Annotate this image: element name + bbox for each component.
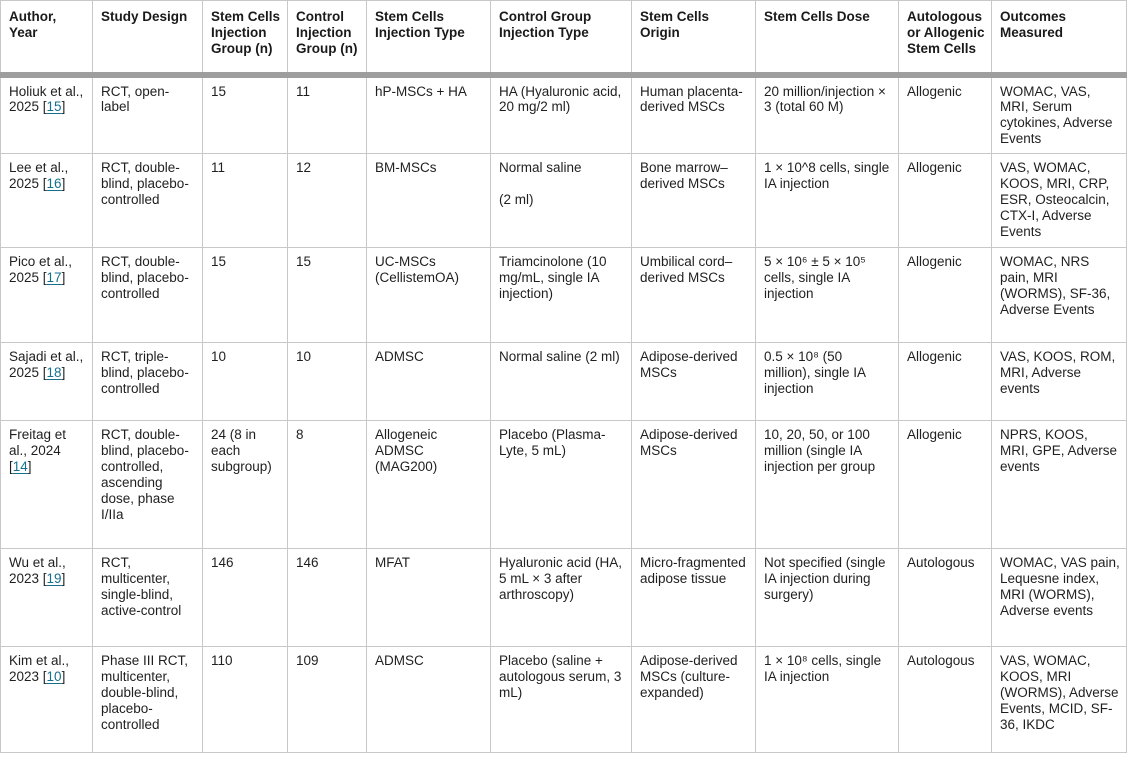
stem-type-cell: hP-MSCs + HA (366, 73, 491, 155)
column-header: Stem Cells Origin (631, 0, 756, 78)
autologous-cell: Allogenic (898, 420, 992, 550)
citation-link[interactable]: 19 (46, 571, 62, 587)
control-type-cell: Triamcinolone (10 mg/mL, single IA injec… (490, 247, 632, 344)
outcomes-cell: WOMAC, VAS, MRI, Serum cytokines, Advers… (991, 73, 1127, 155)
stem-type-cell: MFAT (366, 548, 491, 648)
stem-type-cell: UC-MSCs (CellistemOA) (366, 247, 491, 344)
table-row: Holiuk et al., 2025 [15] RCT, open-label 1… (0, 73, 1127, 155)
stem-n-cell: 146 (202, 548, 288, 648)
autologous-cell: Autologous (898, 548, 992, 648)
citation-link[interactable]: 10 (46, 669, 62, 685)
control-type-cell: Normal saline (2 ml) (490, 342, 632, 422)
column-header: Control Group Injection Type (490, 0, 632, 78)
outcomes-cell: VAS, KOOS, ROM, MRI, Adverse events (991, 342, 1127, 422)
stem-n-cell: 110 (202, 646, 288, 754)
table-row: Pico et al., 2025 [17] RCT, double-blind,… (0, 247, 1127, 344)
header-row: Author, Year Study Design Stem Cells Injec… (0, 0, 1127, 78)
origin-cell: Micro-fragmented adipose tissue (631, 548, 756, 648)
stem-n-cell: 10 (202, 342, 288, 422)
stem-n-cell: 24 (8 in each subgroup) (202, 420, 288, 550)
stem-type-cell: Allogeneic ADMSC (MAG200) (366, 420, 491, 550)
stem-n-cell: 15 (202, 73, 288, 155)
control-n-cell: 12 (287, 153, 367, 249)
outcomes-cell: NPRS, KOOS, MRI, GPE, Adverse events (991, 420, 1127, 550)
dose-cell: 0.5 × 10⁸ (50 million), single IA inject… (755, 342, 899, 422)
autologous-cell: Allogenic (898, 73, 992, 155)
control-type-cell: Normal saline (2 ml) (490, 153, 632, 249)
study-design-cell: RCT, double-blind, placebo-controlled (92, 153, 203, 249)
control-n-cell: 11 (287, 73, 367, 155)
citation-link[interactable]: 17 (46, 270, 62, 286)
control-type-cell: Placebo (Plasma-Lyte, 5 mL) (490, 420, 632, 550)
outcomes-cell: WOMAC, VAS pain, Lequesne index, MRI (WO… (991, 548, 1127, 648)
dose-cell: 1 × 10^8 cells, single IA injection (755, 153, 899, 249)
citation-link[interactable]: 18 (46, 365, 62, 381)
study-design-cell: RCT, open-label (92, 73, 203, 155)
stem-n-cell: 11 (202, 153, 288, 249)
origin-cell: Adipose-derived MSCs (culture-expanded) (631, 646, 756, 754)
column-header: Autologous or Allogenic Stem Cells (898, 0, 992, 78)
column-header: Outcomes Measured (991, 0, 1127, 78)
table-body: Holiuk et al., 2025 [15] RCT, open-label 1… (0, 73, 1127, 754)
stem-type-cell: BM-MSCs (366, 153, 491, 249)
dose-cell: Not specified (single IA injection durin… (755, 548, 899, 648)
control-type-cell: Hyaluronic acid (HA, 5 mL × 3 after arth… (490, 548, 632, 648)
table-row: Freitag et al., 2024 [14] RCT, double-bli… (0, 420, 1127, 550)
origin-cell: Human placenta-derived MSCs (631, 73, 756, 155)
autologous-cell: Allogenic (898, 153, 992, 249)
outcomes-cell: VAS, WOMAC, KOOS, MRI (WORMS), Adverse E… (991, 646, 1127, 754)
citation-link[interactable]: 16 (46, 176, 62, 192)
author-cell: Lee et al., 2025 [16] (0, 153, 93, 249)
origin-cell: Adipose-derived MSCs (631, 342, 756, 422)
origin-cell: Bone marrow–derived MSCs (631, 153, 756, 249)
table-row: Sajadi et al., 2025 [18] RCT, triple-blin… (0, 342, 1127, 422)
origin-cell: Adipose-derived MSCs (631, 420, 756, 550)
control-n-cell: 146 (287, 548, 367, 648)
control-type-cell: Placebo (saline + autologous serum, 3 mL… (490, 646, 632, 754)
table-header: Author, Year Study Design Stem Cells Injec… (0, 0, 1127, 78)
stem-n-cell: 15 (202, 247, 288, 344)
stem-type-cell: ADMSC (366, 646, 491, 754)
control-n-cell: 109 (287, 646, 367, 754)
column-header: Stem Cells Injection Type (366, 0, 491, 78)
table-row: Lee et al., 2025 [16] RCT, double-blind, … (0, 153, 1127, 249)
autologous-cell: Allogenic (898, 342, 992, 422)
autologous-cell: Autologous (898, 646, 992, 754)
study-design-cell: RCT, double-blind, placebo-controlled (92, 247, 203, 344)
author-cell: Holiuk et al., 2025 [15] (0, 73, 93, 155)
author-cell: Kim et al., 2023 [10] (0, 646, 93, 754)
author-cell: Freitag et al., 2024 [14] (0, 420, 93, 550)
dose-cell: 5 × 10⁶ ± 5 × 10⁵ cells, single IA injec… (755, 247, 899, 344)
author-cell: Sajadi et al., 2025 [18] (0, 342, 93, 422)
author-cell: Wu et al., 2023 [19] (0, 548, 93, 648)
study-design-cell: RCT, multicenter, single-blind, active-c… (92, 548, 203, 648)
citation-link[interactable]: 15 (46, 99, 62, 115)
study-design-cell: RCT, triple-blind, placebo-controlled (92, 342, 203, 422)
column-header: Stem Cells Dose (755, 0, 899, 78)
dose-cell: 10, 20, 50, or 100 million (single IA in… (755, 420, 899, 550)
column-header: Author, Year (0, 0, 93, 78)
dose-cell: 1 × 10⁸ cells, single IA injection (755, 646, 899, 754)
column-header: Control Injection Group (n) (287, 0, 367, 78)
control-n-cell: 15 (287, 247, 367, 344)
control-n-cell: 8 (287, 420, 367, 550)
outcomes-cell: WOMAC, NRS pain, MRI (WORMS), SF-36, Adv… (991, 247, 1127, 344)
table-row: Wu et al., 2023 [19] RCT, multicenter, si… (0, 548, 1127, 648)
control-n-cell: 10 (287, 342, 367, 422)
author-cell: Pico et al., 2025 [17] (0, 247, 93, 344)
outcomes-cell: VAS, WOMAC, KOOS, MRI, CRP, ESR, Osteoca… (991, 153, 1127, 249)
column-header: Stem Cells Injection Group (n) (202, 0, 288, 78)
control-type-cell: HA (Hyaluronic acid, 20 mg/2 ml) (490, 73, 632, 155)
origin-cell: Umbilical cord–derived MSCs (631, 247, 756, 344)
column-header: Study Design (92, 0, 203, 78)
study-design-cell: Phase III RCT, multicenter, double-blind… (92, 646, 203, 754)
citation-link[interactable]: 14 (12, 459, 28, 475)
autologous-cell: Allogenic (898, 247, 992, 344)
stem-type-cell: ADMSC (366, 342, 491, 422)
study-design-cell: RCT, double-blind, placebo-controlled, a… (92, 420, 203, 550)
dose-cell: 20 million/injection × 3 (total 60 M) (755, 73, 899, 155)
table-row: Kim et al., 2023 [10] Phase III RCT, mult… (0, 646, 1127, 754)
